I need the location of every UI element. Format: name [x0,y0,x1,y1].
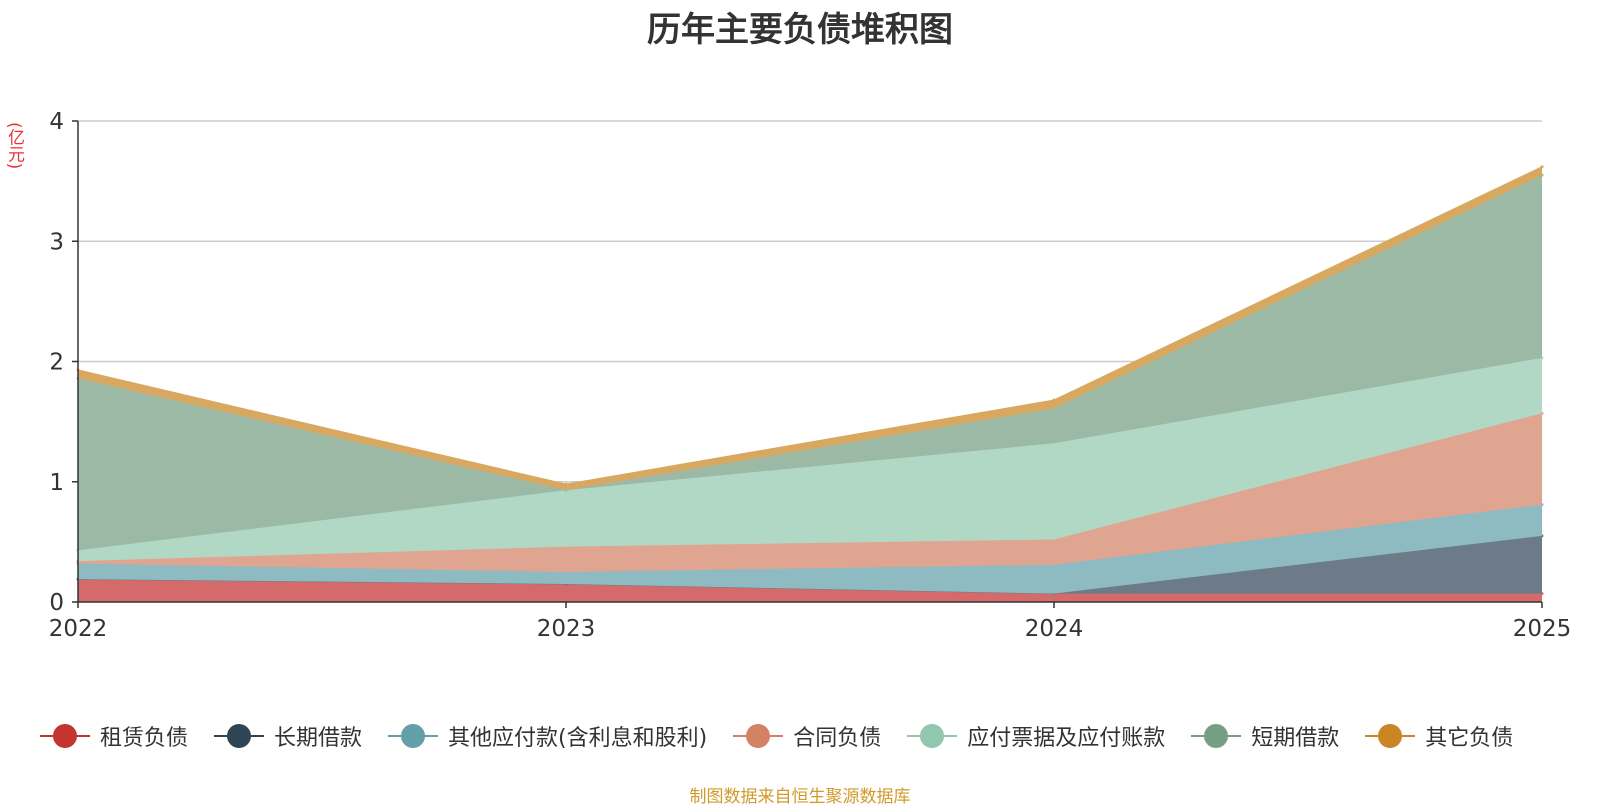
area-line-6 [77,166,1543,485]
chart-title: 历年主要负债堆积图 [647,10,953,50]
data-source-note: 制图数据来自恒生聚源数据库 [689,787,911,807]
legend-marker-icon [40,724,90,748]
y-tick-label: 1 [49,470,64,496]
legend-item[interactable]: 应付票据及应付账款 [907,720,1165,752]
legend-label: 短期借款 [1251,726,1340,751]
area-5 [78,175,1542,551]
legend-item[interactable]: 其他应付款(含利息和股利) [388,720,707,752]
area-3 [78,413,1542,572]
axes: 0 1 2 3 4 2022 2023 2024 2025 [49,109,1572,642]
legend-label: 合同负债 [793,726,882,751]
legend-item[interactable]: 合同负债 [733,720,881,752]
area-series [76,165,1544,602]
y-axis-unit-label: (亿元) [4,122,24,170]
legend-label: 应付票据及应付账款 [967,726,1166,751]
x-tick-label: 2022 [49,616,108,642]
legend-item[interactable]: 长期借款 [214,720,362,752]
data-point-6-3 [1540,165,1544,169]
legend-marker-icon [907,724,958,748]
x-tick-label: 2024 [1025,616,1084,642]
legend-marker-icon [214,724,265,748]
legend: 租赁负债 长期借款 其他应付款(含利息和股利) 合同负债 应付票据及应付账款 短期借款 其它… [40,720,1600,752]
data-point-6-2 [1052,398,1056,402]
legend-marker-icon [1365,724,1416,748]
x-tick-label: 2023 [537,616,596,642]
legend-label: 租赁负债 [100,726,189,751]
y-tick-label: 0 [49,590,64,616]
y-tick-label: 3 [49,229,64,255]
legend-item[interactable]: 其它负债 [1365,720,1513,752]
legend-label: 其它负债 [1425,726,1514,751]
data-point-6-1 [564,482,568,486]
legend-item[interactable]: 短期借款 [1191,720,1339,752]
y-tick-label: 2 [49,350,64,376]
y-tick-label: 4 [49,109,64,135]
legend-label: 其他应付款(含利息和股利) [448,726,708,751]
legend-marker-icon [733,724,784,748]
legend-marker-icon [1191,724,1242,748]
area-4 [78,357,1542,562]
legend-label: 长期借款 [274,726,363,751]
legend-marker-icon [388,724,439,748]
area-line-3 [77,412,1543,562]
legend-item[interactable]: 租赁负债 [40,720,188,752]
area-0 [78,579,1542,602]
area-2 [78,504,1542,594]
x-tick-label: 2025 [1513,616,1572,642]
